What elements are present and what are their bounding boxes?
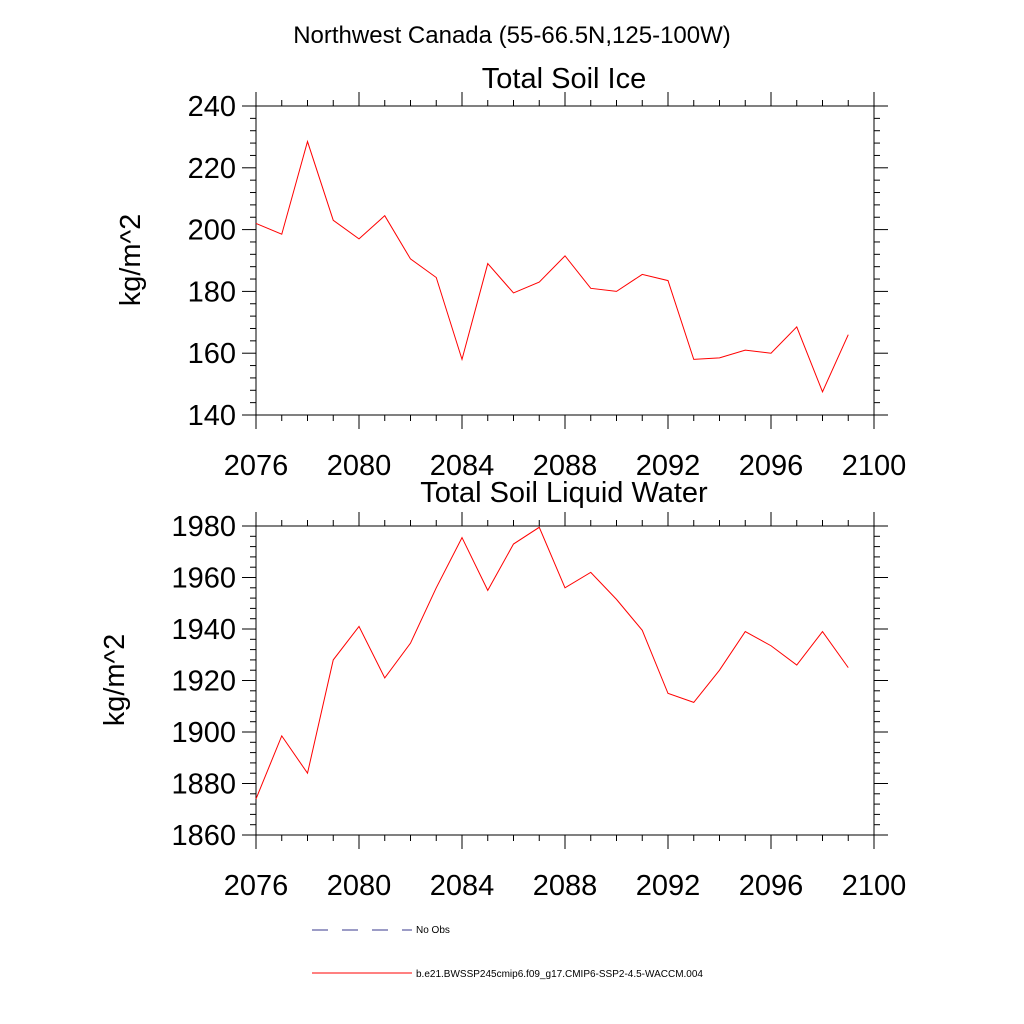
series-line <box>255 139 849 394</box>
y-tick-label: 1980 <box>171 511 236 543</box>
x-tick-label: 2092 <box>636 450 701 482</box>
y-axis-label: kg/m^2 <box>99 634 131 727</box>
plot-frame <box>255 105 875 416</box>
plot-frame <box>255 525 875 836</box>
legend-label-no-obs: No Obs <box>416 925 450 936</box>
x-tick-label: 2096 <box>739 450 804 482</box>
y-tick-label: 160 <box>188 338 236 370</box>
x-tick-label: 2100 <box>842 450 907 482</box>
figure-suptitle: Northwest Canada (55-66.5N,125-100W) <box>293 22 731 49</box>
y-tick-label: 1960 <box>171 563 236 595</box>
x-tick-label: 2100 <box>842 870 907 902</box>
x-tick-label: 2088 <box>533 870 598 902</box>
y-tick-label: 240 <box>188 91 236 123</box>
y-tick-label: 140 <box>188 400 236 432</box>
y-tick-label: 1880 <box>171 769 236 801</box>
x-tick-label: 2084 <box>430 870 495 902</box>
y-tick-label: 1900 <box>171 717 236 749</box>
chart-marks: 2076 2080 2084 2088 2092 2096 2100 140 160 180 200… <box>188 91 907 482</box>
y-tick-label: 200 <box>188 215 236 247</box>
y-axis-label: kg/m^2 <box>115 214 147 307</box>
x-tick-label: 2088 <box>533 450 598 482</box>
series-line <box>255 526 849 800</box>
y-tick-label: 220 <box>188 153 236 185</box>
x-tick-label: 2084 <box>430 450 495 482</box>
chart-title: Total Soil Liquid Water <box>420 477 708 509</box>
x-tick-label: 2096 <box>739 870 804 902</box>
y-tick-label: 1940 <box>171 614 236 646</box>
x-tick-label: 2076 <box>224 870 289 902</box>
x-tick-label: 2076 <box>224 450 289 482</box>
x-tick-label: 2080 <box>327 870 392 902</box>
x-tick-label: 2080 <box>327 450 392 482</box>
chart-panel-soil-liquid-water: Total Soil Liquid Water kg/m^2 2076 2080 2… <box>99 477 906 902</box>
x-tick-label: 2092 <box>636 870 701 902</box>
legend: No Obs b.e21.BWSSP245cmip6.f09_g17.CMIP6… <box>312 925 703 980</box>
legend-label-model-run: b.e21.BWSSP245cmip6.f09_g17.CMIP6-SSP2-4… <box>416 969 703 980</box>
y-tick-label: 180 <box>188 276 236 308</box>
chart-title: Total Soil Ice <box>482 63 646 95</box>
chart-panel-soil-ice: Total Soil Ice kg/m^2 2076 2080 2084 2088 20… <box>115 63 906 482</box>
chart-marks: 2076 2080 2084 2088 2092 2096 2100 1860 1880 1900… <box>171 511 906 902</box>
y-tick-label: 1860 <box>171 820 236 852</box>
y-tick-label: 1920 <box>171 666 236 698</box>
